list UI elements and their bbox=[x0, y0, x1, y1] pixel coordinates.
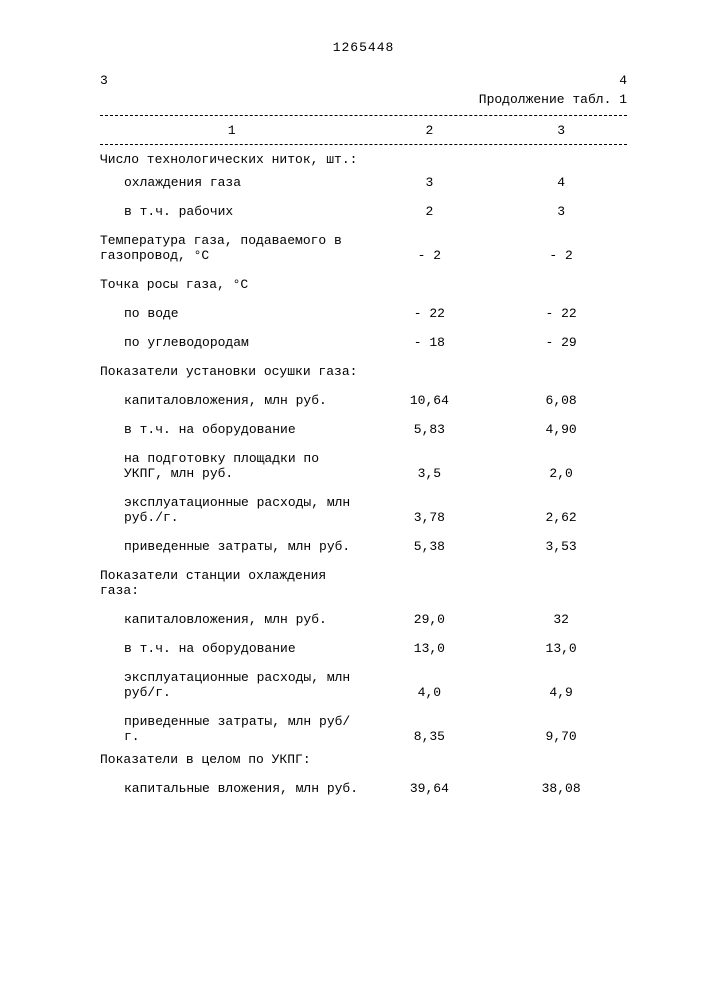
table-row: Показатели станции охлаждения газа: bbox=[100, 558, 627, 602]
row-value-3: 2,62 bbox=[495, 485, 627, 529]
row-label: Показатели станции охлаждения газа: bbox=[100, 558, 364, 602]
row-value-2: - 2 bbox=[364, 223, 496, 267]
page-left: 3 bbox=[100, 73, 108, 88]
table-row: приведенные затраты, млн руб/г.8,359,70 bbox=[100, 704, 627, 748]
col-header-3: 3 bbox=[495, 119, 627, 142]
table-row: по воде- 22- 22 bbox=[100, 296, 627, 325]
table-row: Показатели установки осушки газа: bbox=[100, 354, 627, 383]
row-label: Показатели в целом по УКПГ: bbox=[100, 748, 364, 771]
row-label: по воде bbox=[100, 296, 364, 325]
row-value-3: 13,0 bbox=[495, 631, 627, 660]
table-row: Точка росы газа, °C bbox=[100, 267, 627, 296]
table-row: эксплуатационные расходы, млн руб/г.4,04… bbox=[100, 660, 627, 704]
table-row: Число технологических ниток, шт.: bbox=[100, 148, 627, 171]
row-label: Число технологических ниток, шт.: bbox=[100, 148, 364, 171]
row-value-2: 4,0 bbox=[364, 660, 496, 704]
row-label: в т.ч. на оборудование bbox=[100, 631, 364, 660]
row-value-2: 39,64 bbox=[364, 771, 496, 800]
row-value-3 bbox=[495, 148, 627, 171]
row-value-3: 2,0 bbox=[495, 441, 627, 485]
row-value-2: - 18 bbox=[364, 325, 496, 354]
row-label: в т.ч. на оборудование bbox=[100, 412, 364, 441]
table-row: капиталовложения, млн руб.10,646,08 bbox=[100, 383, 627, 412]
row-value-2: 3,78 bbox=[364, 485, 496, 529]
row-label: Температура газа, подаваемого в газопров… bbox=[100, 223, 364, 267]
row-label: приведенные затраты, млн руб/г. bbox=[100, 704, 364, 748]
table-row: Показатели в целом по УКПГ: bbox=[100, 748, 627, 771]
row-label: эксплуатационные расходы, млн руб/г. bbox=[100, 660, 364, 704]
row-value-3: 32 bbox=[495, 602, 627, 631]
row-value-3: 6,08 bbox=[495, 383, 627, 412]
row-label: охлаждения газа bbox=[100, 171, 364, 194]
table-row: эксплуатационные расходы, млн руб./г.3,7… bbox=[100, 485, 627, 529]
row-value-3 bbox=[495, 748, 627, 771]
row-value-2: 5,38 bbox=[364, 529, 496, 558]
row-value-3: 3 bbox=[495, 194, 627, 223]
col-header-2: 2 bbox=[364, 119, 496, 142]
row-value-2: 10,64 bbox=[364, 383, 496, 412]
row-value-2: 8,35 bbox=[364, 704, 496, 748]
table-row: по углеводородам- 18- 29 bbox=[100, 325, 627, 354]
row-value-3 bbox=[495, 267, 627, 296]
row-value-3: 38,08 bbox=[495, 771, 627, 800]
row-value-2 bbox=[364, 148, 496, 171]
table-row: на подготовку площадки по УКПГ, млн руб.… bbox=[100, 441, 627, 485]
row-value-2: - 22 bbox=[364, 296, 496, 325]
col-header-1: 1 bbox=[100, 119, 364, 142]
table-row: капиталовложения, млн руб.29,032 bbox=[100, 602, 627, 631]
table-row: в т.ч. рабочих23 bbox=[100, 194, 627, 223]
table-row: в т.ч. на оборудование13,013,0 bbox=[100, 631, 627, 660]
table-row: Температура газа, подаваемого в газопров… bbox=[100, 223, 627, 267]
row-label: капитальные вложения, млн руб. bbox=[100, 771, 364, 800]
page-right: 4 bbox=[619, 73, 627, 88]
table-row: в т.ч. на оборудование5,834,90 bbox=[100, 412, 627, 441]
row-value-2 bbox=[364, 267, 496, 296]
row-label: в т.ч. рабочих bbox=[100, 194, 364, 223]
row-value-3 bbox=[495, 354, 627, 383]
doc-number: 1265448 bbox=[100, 40, 627, 55]
row-label: по углеводородам bbox=[100, 325, 364, 354]
row-value-3: - 29 bbox=[495, 325, 627, 354]
table-row: охлаждения газа34 bbox=[100, 171, 627, 194]
table-row: приведенные затраты, млн руб.5,383,53 bbox=[100, 529, 627, 558]
row-value-2: 3,5 bbox=[364, 441, 496, 485]
row-label: на подготовку площадки по УКПГ, млн руб. bbox=[100, 441, 364, 485]
row-value-2: 5,83 bbox=[364, 412, 496, 441]
row-value-2 bbox=[364, 558, 496, 602]
row-value-2: 2 bbox=[364, 194, 496, 223]
row-value-3: - 22 bbox=[495, 296, 627, 325]
row-label: Точка росы газа, °C bbox=[100, 267, 364, 296]
table-row: капитальные вложения, млн руб.39,6438,08 bbox=[100, 771, 627, 800]
row-label: Показатели установки осушки газа: bbox=[100, 354, 364, 383]
row-value-2 bbox=[364, 748, 496, 771]
row-value-2: 13,0 bbox=[364, 631, 496, 660]
row-value-3: - 2 bbox=[495, 223, 627, 267]
table-continuation: Продолжение табл. 1 bbox=[100, 92, 627, 107]
row-value-3: 3,53 bbox=[495, 529, 627, 558]
row-value-2 bbox=[364, 354, 496, 383]
row-label: эксплуатационные расходы, млн руб./г. bbox=[100, 485, 364, 529]
row-value-2: 29,0 bbox=[364, 602, 496, 631]
row-value-3: 4,90 bbox=[495, 412, 627, 441]
row-value-3: 4,9 bbox=[495, 660, 627, 704]
row-value-2: 3 bbox=[364, 171, 496, 194]
row-label: приведенные затраты, млн руб. bbox=[100, 529, 364, 558]
data-table: 1 2 3 Число технологических ниток, шт.:о… bbox=[100, 113, 627, 800]
row-label: капиталовложения, млн руб. bbox=[100, 602, 364, 631]
row-value-3 bbox=[495, 558, 627, 602]
row-value-3: 4 bbox=[495, 171, 627, 194]
row-value-3: 9,70 bbox=[495, 704, 627, 748]
table-header-row: 1 2 3 bbox=[100, 119, 627, 142]
row-label: капиталовложения, млн руб. bbox=[100, 383, 364, 412]
